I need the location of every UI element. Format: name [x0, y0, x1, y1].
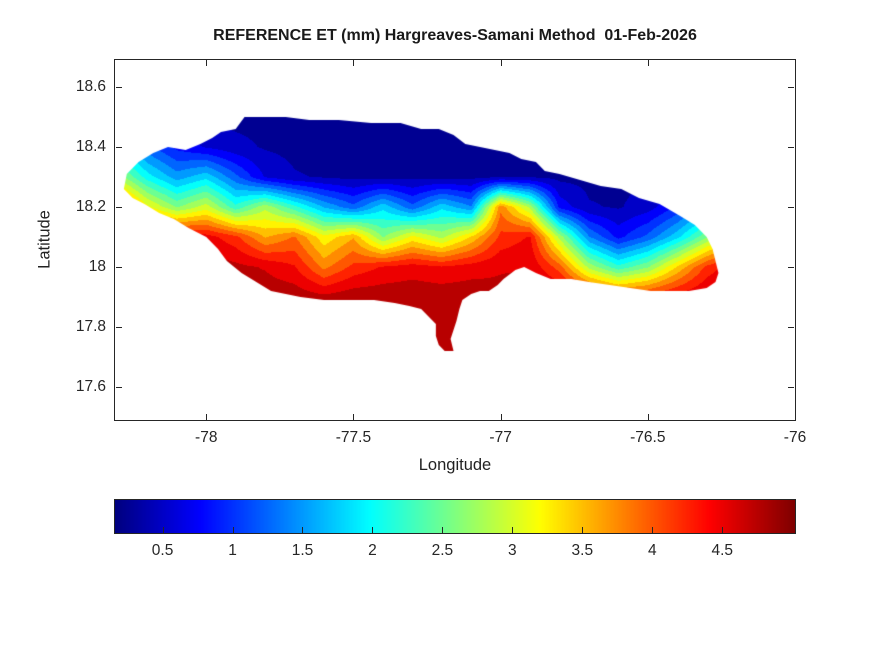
- y-tick-mark: [116, 387, 122, 388]
- colorbar-tick-label: 1: [228, 542, 237, 559]
- x-tick-mark: [206, 414, 207, 420]
- y-tick-label: 18: [88, 258, 106, 275]
- jamaica-et-map-canvas: [115, 60, 795, 420]
- y-tick-mark-right: [788, 327, 794, 328]
- y-tick-mark: [116, 207, 122, 208]
- y-tick-mark: [116, 327, 122, 328]
- x-tick-mark-top: [795, 60, 796, 66]
- x-tick-mark-top: [501, 60, 502, 66]
- colorbar-tick-label: 2.5: [431, 542, 454, 559]
- colorbar-tick-label: 1.5: [291, 542, 314, 559]
- colorbar-tick-label: 4.5: [711, 542, 734, 559]
- x-tick-label: -78: [195, 429, 218, 446]
- colorbar-tick-label: 3.5: [571, 542, 594, 559]
- y-tick-mark: [116, 267, 122, 268]
- x-tick-mark: [795, 414, 796, 420]
- x-tick-mark: [501, 414, 502, 420]
- colorbar-tick-label: 0.5: [151, 542, 174, 559]
- y-tick-label: 18.4: [75, 138, 106, 155]
- colorbar-tick-mark: [302, 527, 303, 533]
- plot-area: [114, 59, 796, 421]
- y-tick-label: 17.8: [75, 318, 106, 335]
- colorbar-tick-mark: [512, 527, 513, 533]
- colorbar-tick-mark: [233, 527, 234, 533]
- y-tick-label: 18.6: [75, 78, 106, 95]
- x-tick-label: -76.5: [630, 429, 666, 446]
- x-tick-mark-top: [353, 60, 354, 66]
- y-tick-label: 18.2: [75, 198, 106, 215]
- colorbar-tick-mark: [372, 527, 373, 533]
- y-tick-mark: [116, 87, 122, 88]
- y-tick-label: 17.6: [75, 378, 106, 395]
- x-tick-label: -76: [783, 429, 807, 446]
- x-tick-label: -77: [489, 429, 512, 446]
- y-tick-mark-right: [788, 207, 794, 208]
- colorbar-tick-mark: [582, 527, 583, 533]
- x-tick-mark: [648, 414, 649, 420]
- chart-title: REFERENCE ET (mm) Hargreaves-Samani Meth…: [213, 27, 697, 44]
- x-tick-mark: [353, 414, 354, 420]
- y-tick-mark-right: [788, 387, 794, 388]
- colorbar-gradient-canvas: [115, 500, 795, 533]
- y-tick-mark-right: [788, 267, 794, 268]
- colorbar-tick-label: 2: [368, 542, 377, 559]
- colorbar-tick-mark: [442, 527, 443, 533]
- x-tick-mark-top: [206, 60, 207, 66]
- y-tick-mark: [116, 147, 122, 148]
- colorbar-tick-mark: [652, 527, 653, 533]
- x-axis-label: Longitude: [418, 456, 492, 474]
- y-tick-mark-right: [788, 87, 794, 88]
- colorbar-tick-mark: [163, 527, 164, 533]
- x-tick-label: -77.5: [335, 429, 372, 446]
- colorbar-tick-mark: [722, 527, 723, 533]
- y-tick-mark-right: [788, 147, 794, 148]
- colorbar-tick-label: 4: [647, 542, 657, 559]
- x-tick-mark-top: [648, 60, 649, 66]
- colorbar-tick-label: 3: [508, 542, 517, 559]
- colorbar: [114, 499, 796, 534]
